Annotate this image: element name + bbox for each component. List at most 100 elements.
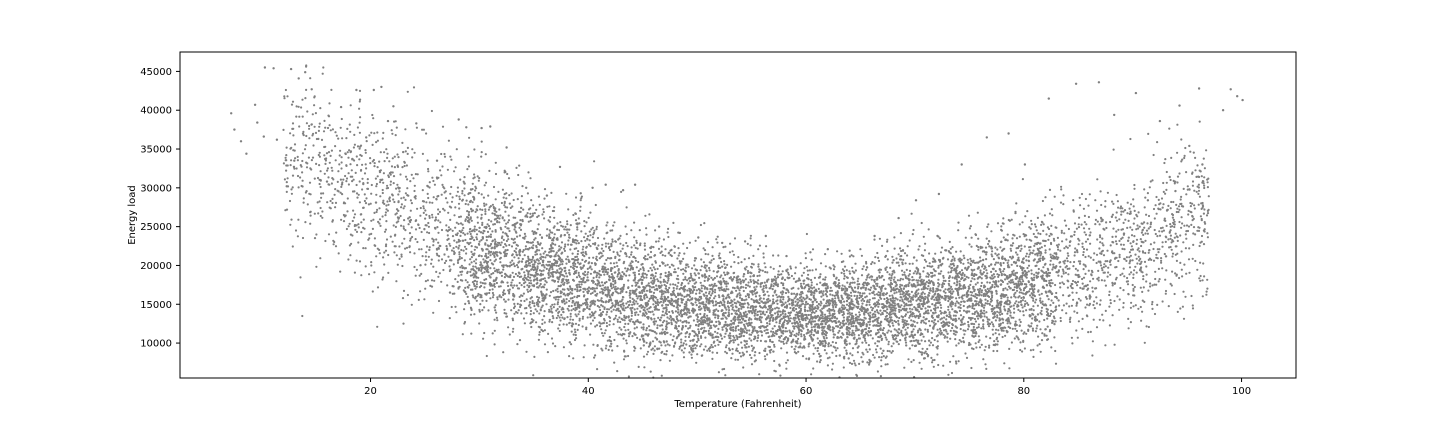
data-point xyxy=(545,267,548,270)
data-point xyxy=(1010,296,1013,299)
data-point xyxy=(696,315,700,319)
data-point xyxy=(1084,240,1088,243)
data-point xyxy=(1182,241,1185,244)
data-point xyxy=(968,341,971,345)
data-point xyxy=(717,343,720,346)
data-point xyxy=(1103,279,1106,282)
data-point xyxy=(1206,232,1209,235)
data-point xyxy=(911,344,914,347)
data-point xyxy=(843,272,846,275)
data-point xyxy=(686,298,690,301)
data-point xyxy=(963,278,967,281)
data-point xyxy=(634,281,637,284)
data-point xyxy=(1069,320,1072,323)
data-point xyxy=(627,335,631,338)
data-point xyxy=(512,327,515,330)
data-point xyxy=(689,339,692,342)
data-point xyxy=(1020,291,1023,294)
data-point xyxy=(489,297,492,300)
data-point xyxy=(411,156,414,159)
data-point xyxy=(1042,223,1045,226)
data-point xyxy=(537,214,540,217)
data-point xyxy=(840,287,843,290)
data-point xyxy=(652,303,655,306)
data-point xyxy=(854,343,857,346)
data-point xyxy=(1033,273,1036,276)
data-point xyxy=(964,329,967,332)
data-point xyxy=(964,286,967,289)
data-point xyxy=(290,188,293,191)
data-point xyxy=(614,314,618,317)
data-point xyxy=(737,321,741,324)
data-point xyxy=(1106,191,1109,194)
data-point xyxy=(394,134,397,137)
data-point xyxy=(627,375,631,378)
data-point xyxy=(574,258,578,262)
data-point xyxy=(473,313,476,316)
data-point xyxy=(625,241,628,245)
data-point xyxy=(489,254,492,257)
data-point xyxy=(773,359,776,363)
data-point xyxy=(868,348,871,351)
data-point xyxy=(420,248,423,251)
data-point xyxy=(315,233,318,236)
data-point xyxy=(1142,233,1145,236)
data-point xyxy=(495,210,498,213)
data-point xyxy=(554,345,557,348)
data-point xyxy=(906,326,909,329)
data-point xyxy=(601,305,604,308)
data-point xyxy=(405,164,408,167)
data-point xyxy=(589,333,592,336)
data-point xyxy=(688,287,691,290)
data-point xyxy=(938,331,941,334)
data-point xyxy=(482,337,485,340)
data-point xyxy=(511,205,514,208)
data-point xyxy=(978,346,982,349)
data-point xyxy=(523,322,527,325)
data-point xyxy=(1029,227,1032,230)
data-point xyxy=(758,244,762,247)
data-point xyxy=(978,293,981,296)
data-point xyxy=(526,212,529,215)
data-point xyxy=(463,308,466,311)
data-point xyxy=(594,283,597,286)
data-point xyxy=(521,257,524,261)
data-point xyxy=(955,326,959,329)
data-point xyxy=(386,184,389,187)
data-point xyxy=(947,373,950,376)
data-point xyxy=(588,230,591,233)
data-point xyxy=(1143,300,1146,303)
data-point xyxy=(430,258,433,261)
data-point xyxy=(629,296,632,299)
data-point xyxy=(253,103,257,107)
data-point xyxy=(969,225,972,228)
data-point xyxy=(1106,249,1109,252)
data-point xyxy=(553,303,556,306)
data-point xyxy=(402,225,405,228)
data-point xyxy=(562,323,565,326)
data-point xyxy=(300,106,303,109)
data-point xyxy=(483,278,486,281)
data-point xyxy=(831,341,834,344)
data-point xyxy=(501,188,504,191)
data-point xyxy=(756,310,759,313)
data-point xyxy=(556,287,559,290)
data-point xyxy=(1153,283,1156,286)
data-point xyxy=(747,257,751,260)
data-point xyxy=(484,181,488,184)
data-point xyxy=(1027,264,1031,267)
data-point xyxy=(398,190,401,193)
data-point xyxy=(1102,254,1106,257)
data-point xyxy=(1081,317,1084,320)
data-point xyxy=(936,340,939,343)
data-point xyxy=(361,163,364,166)
data-point xyxy=(750,344,753,347)
data-point xyxy=(758,270,761,274)
data-point xyxy=(1044,239,1047,243)
data-point xyxy=(779,296,782,299)
data-point xyxy=(325,152,329,155)
data-point xyxy=(987,223,990,226)
data-point xyxy=(414,238,417,241)
data-point xyxy=(1185,230,1188,233)
data-point xyxy=(372,88,375,92)
